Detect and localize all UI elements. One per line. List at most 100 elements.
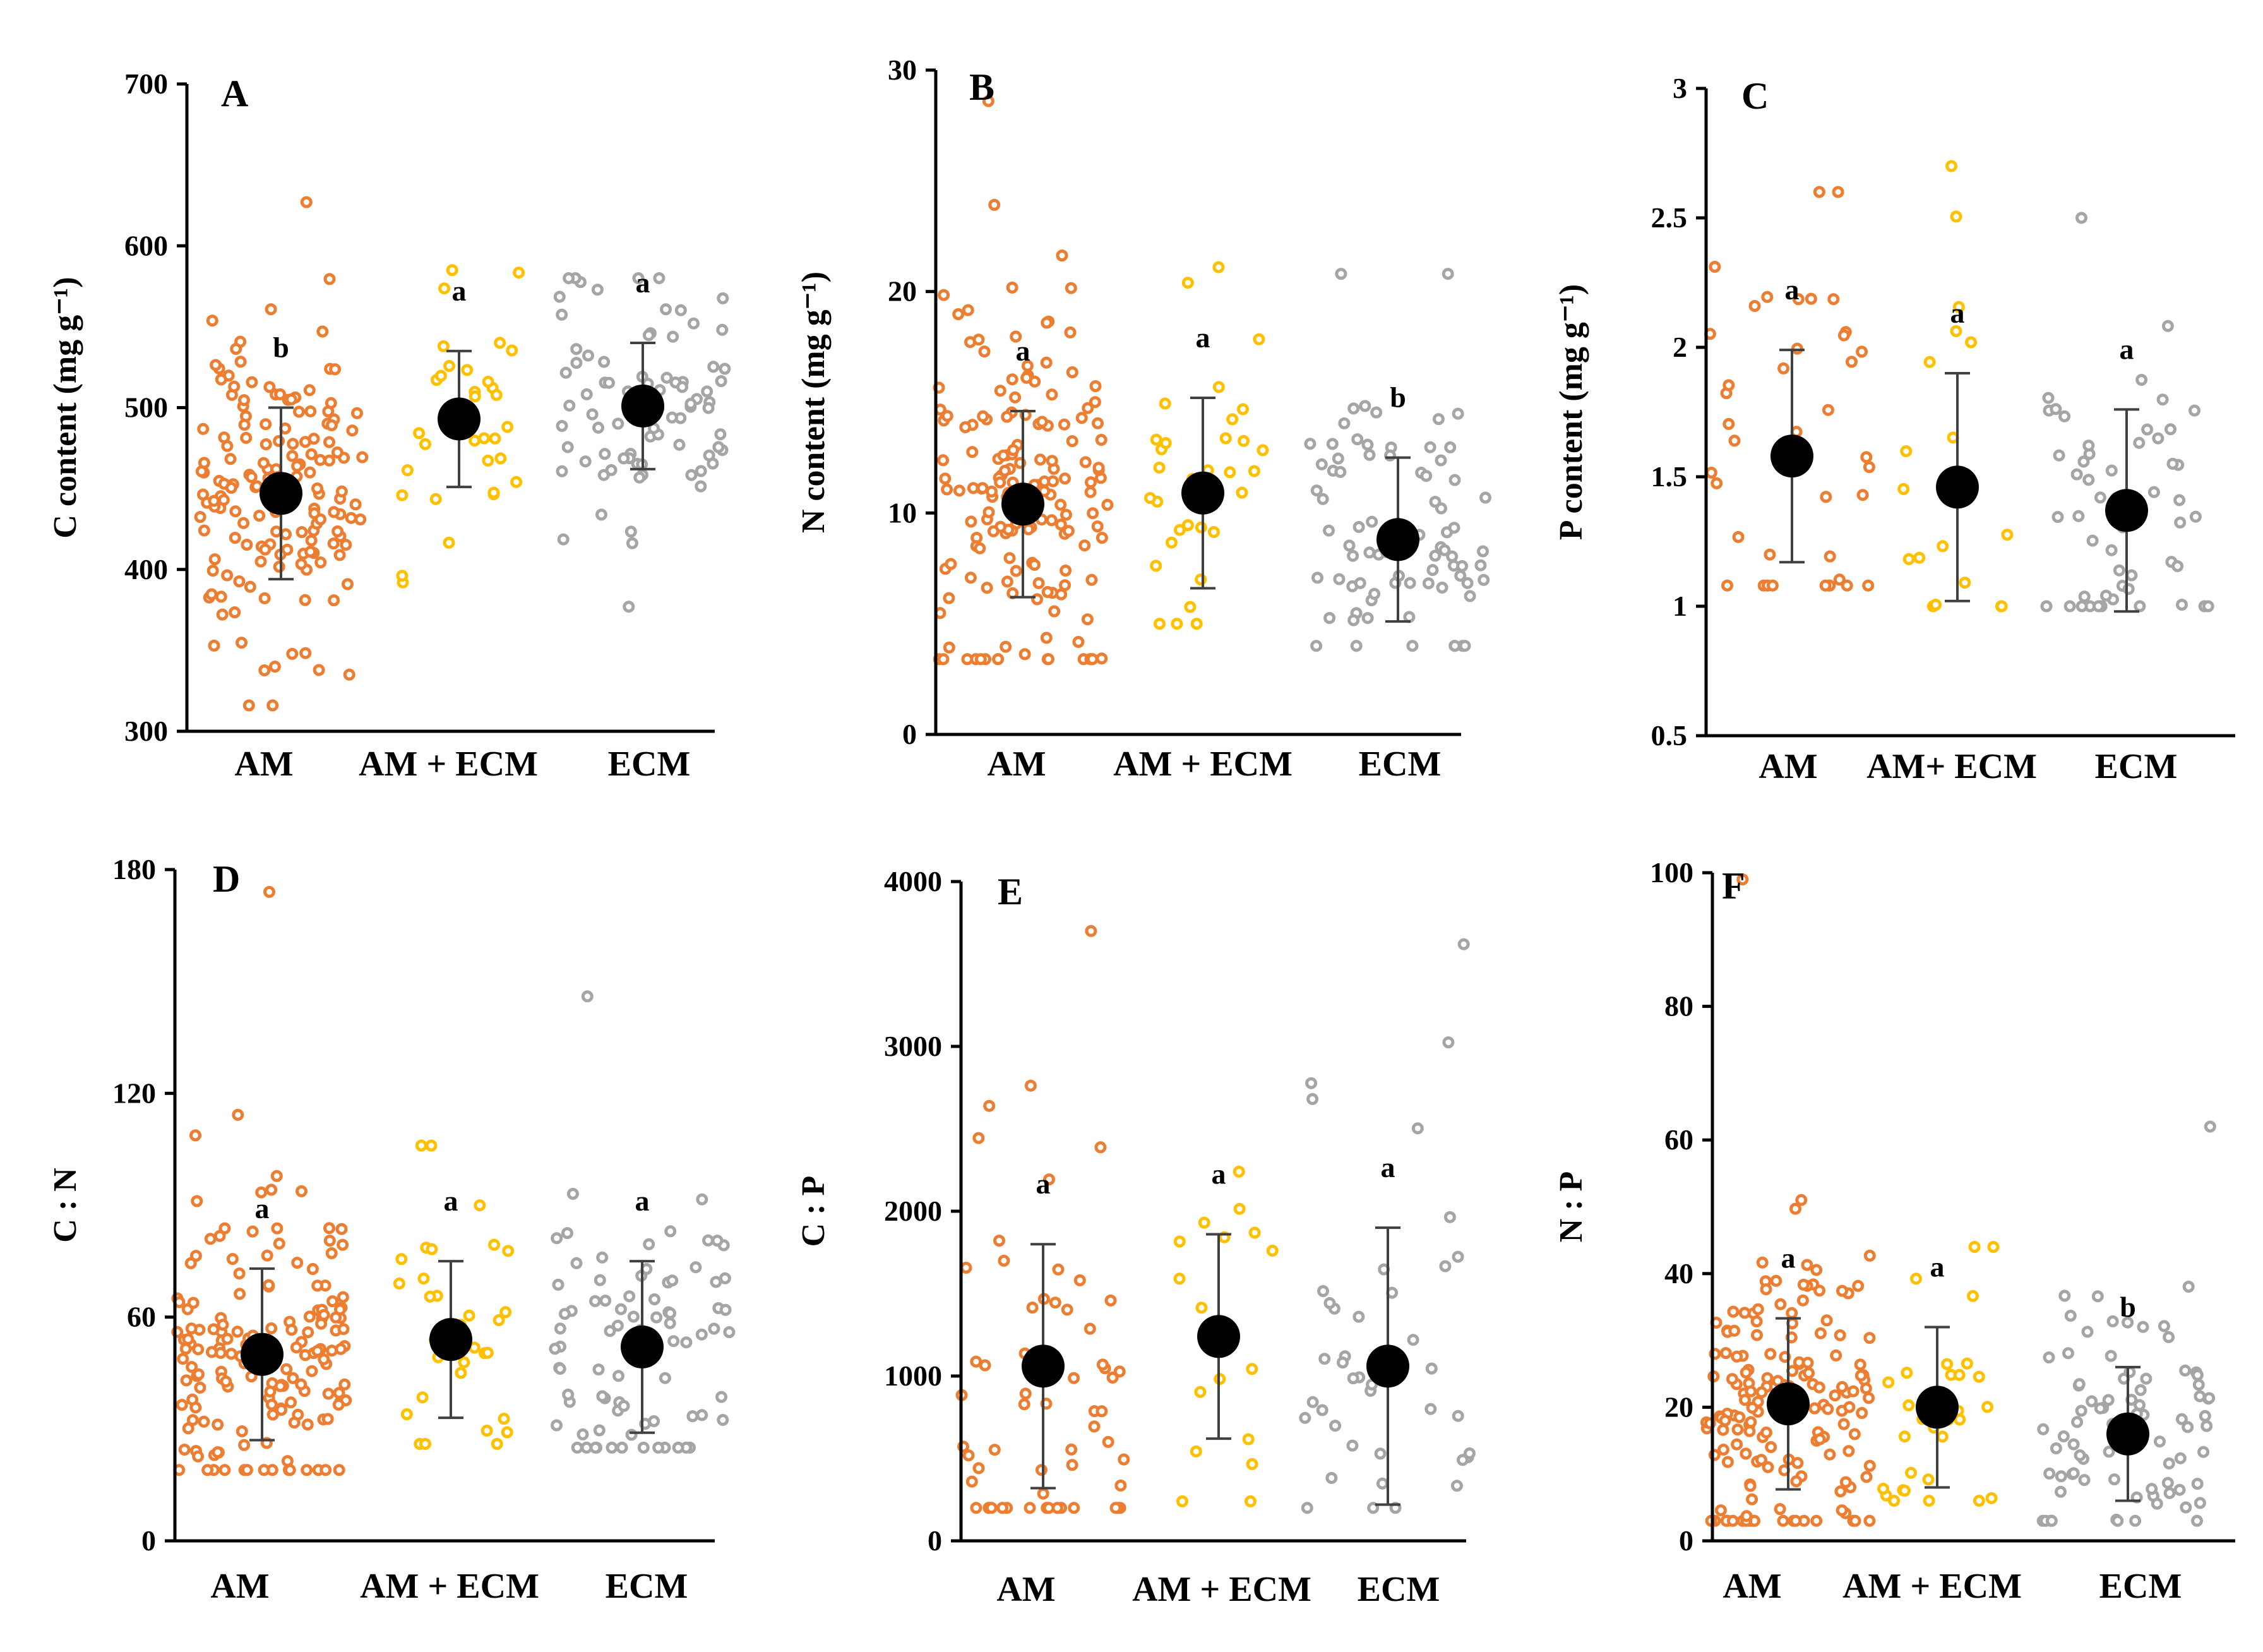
- data-point: [337, 1323, 350, 1336]
- data-point: [498, 1413, 510, 1425]
- data-point: [1106, 1372, 1119, 1384]
- data-point: [1096, 652, 1108, 665]
- data-point: [194, 1381, 206, 1394]
- data-point: [591, 284, 604, 296]
- data-point: [1233, 1202, 1246, 1215]
- data-point: [1323, 612, 1336, 625]
- data-point: [676, 381, 688, 393]
- data-point: [301, 1418, 314, 1431]
- data-point: [582, 349, 594, 362]
- data-point: [401, 464, 414, 477]
- data-point: [349, 498, 362, 511]
- y-tick-label: 2000: [884, 1195, 942, 1227]
- data-point: [941, 483, 953, 496]
- data-point: [469, 434, 481, 447]
- y-tick-label: 20: [888, 275, 917, 308]
- data-point: [1755, 1386, 1768, 1399]
- data-point: [1849, 1514, 1861, 1527]
- data-point: [288, 1416, 301, 1429]
- panel-label: D: [213, 858, 240, 900]
- data-point: [945, 558, 957, 570]
- data-point: [1042, 1502, 1055, 1514]
- mean-marker: [1936, 465, 1979, 509]
- data-point: [287, 438, 299, 450]
- data-point: [2075, 600, 2088, 613]
- data-point: [1091, 520, 1104, 533]
- data-point: [198, 524, 210, 537]
- data-point: [571, 1441, 583, 1454]
- data-point: [311, 1344, 324, 1357]
- data-point: [286, 450, 299, 462]
- data-point: [1026, 1302, 1039, 1314]
- data-point: [1092, 417, 1104, 429]
- data-point: [490, 388, 503, 401]
- y-tick-label: 700: [124, 68, 168, 100]
- data-point: [1374, 1447, 1387, 1460]
- data-point: [960, 1262, 972, 1274]
- data-point: [1159, 397, 1171, 410]
- data-point: [994, 385, 1006, 397]
- data-point: [1181, 277, 1194, 289]
- data-point: [994, 476, 1006, 489]
- data-point: [333, 1387, 345, 1399]
- x-category-label: AM: [996, 1570, 1055, 1609]
- data-point: [1789, 1202, 1801, 1215]
- data-point: [602, 376, 615, 389]
- data-point: [2074, 1449, 2086, 1461]
- data-point: [290, 1341, 302, 1354]
- data-point: [463, 1309, 475, 1322]
- mean-marker: [1376, 518, 1419, 561]
- data-point: [205, 588, 218, 601]
- data-point: [1007, 444, 1020, 457]
- data-point: [970, 1502, 982, 1514]
- significance-letter: b: [2120, 1291, 2136, 1323]
- data-point: [554, 1363, 566, 1375]
- data-point: [717, 292, 729, 304]
- data-point: [1761, 1372, 1774, 1384]
- data-point: [1165, 536, 1178, 549]
- panel-label: A: [221, 73, 248, 114]
- data-point: [1212, 261, 1225, 273]
- data-point: [593, 1424, 606, 1437]
- data-point: [2180, 1501, 2192, 1514]
- data-point: [1922, 1473, 1935, 1486]
- data-point: [333, 549, 346, 561]
- data-point: [311, 482, 323, 494]
- data-point: [340, 539, 352, 551]
- data-point: [993, 1235, 1005, 1247]
- data-point: [1717, 1444, 1729, 1456]
- data-point: [1018, 1398, 1030, 1411]
- data-point: [1089, 396, 1101, 409]
- data-point: [1246, 1457, 1258, 1470]
- x-category-label: AM + ECM: [1842, 1567, 2022, 1606]
- significance-letter: b: [1390, 381, 1406, 414]
- data-point: [263, 1279, 275, 1291]
- data-point: [221, 569, 234, 582]
- data-point: [2163, 1331, 2175, 1343]
- data-point: [1082, 402, 1094, 414]
- data-point: [1035, 1464, 1048, 1476]
- data-point: [1819, 579, 1832, 592]
- data-point: [1316, 1404, 1329, 1416]
- data-point: [291, 1257, 304, 1269]
- data-point: [1744, 1480, 1757, 1492]
- data-point: [229, 532, 241, 544]
- data-point: [1985, 1492, 1998, 1504]
- series-c-3: [2040, 212, 2214, 613]
- data-point: [2102, 1394, 2115, 1406]
- data-point: [329, 363, 342, 376]
- data-point: [974, 653, 987, 666]
- data-point: [331, 525, 344, 537]
- data-point: [985, 1502, 998, 1514]
- data-point: [952, 308, 965, 320]
- series-a-1: [194, 196, 369, 712]
- data-point: [1479, 491, 1491, 504]
- data-point: [1042, 653, 1054, 666]
- data-point: [563, 399, 576, 412]
- data-point: [723, 1326, 736, 1338]
- data-point: [2134, 1384, 2147, 1396]
- data-point: [179, 1343, 192, 1355]
- data-point: [1952, 301, 1965, 313]
- data-point: [674, 304, 687, 316]
- data-point: [643, 1238, 655, 1250]
